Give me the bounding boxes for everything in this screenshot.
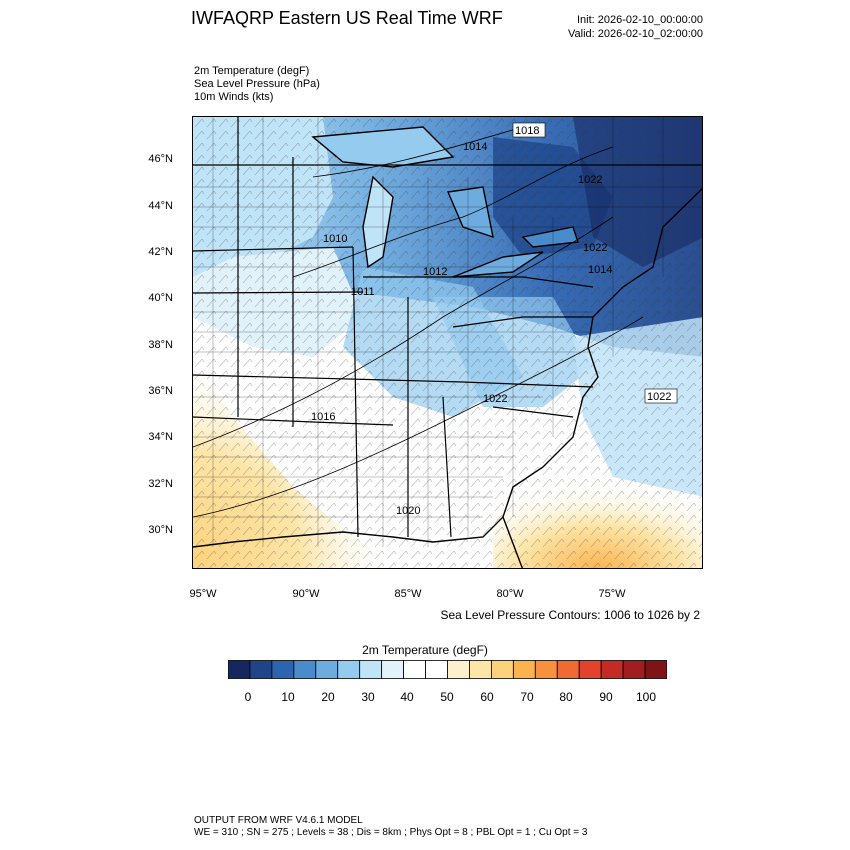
- lake-erie: [452, 251, 544, 278]
- colorbar-label: 100: [635, 690, 657, 704]
- colorbar-swatch: [315, 660, 339, 679]
- colorbar-label: 80: [559, 690, 573, 704]
- lat-label-32n: 32°N: [148, 478, 173, 490]
- colorbar-swatch: [556, 660, 580, 679]
- colorbar-label: 50: [440, 690, 454, 704]
- colorbar-swatch: [293, 660, 317, 679]
- colorbar-label: 40: [400, 690, 414, 704]
- colorbar-swatch: [249, 660, 273, 679]
- colorbar-swatch: [337, 660, 361, 679]
- lon-label-90w: 90°W: [292, 588, 320, 600]
- colorbar-label: 10: [281, 690, 295, 704]
- lat-label-34n: 34°N: [148, 431, 173, 443]
- pressure-label-9: 1022: [483, 393, 507, 405]
- colorbar-swatch: [359, 660, 383, 679]
- map-title: IWFAQRP Eastern US Real Time WRF: [191, 8, 503, 28]
- pressure-label-8: 1011: [351, 286, 375, 298]
- colorbar-swatch: [600, 660, 624, 679]
- colorbar-title: 2m Temperature (degF): [362, 643, 488, 657]
- pressure-label-7: 1014: [588, 264, 612, 276]
- init-valid-times: Init: 2026-02-10_00:00:00 Valid: 2026-02…: [568, 13, 703, 41]
- lake-huron: [446, 186, 494, 239]
- pressure-label-6: 1012: [423, 266, 447, 278]
- init-time: Init: 2026-02-10_00:00:00: [577, 14, 703, 26]
- weather-map: 1018 1014 1022 1010 1022 1012 1014 1011 …: [192, 116, 703, 569]
- lon-label-85w: 85°W: [394, 588, 422, 600]
- lon-label-95w: 95°W: [189, 588, 217, 600]
- colorbar-swatch: [644, 660, 668, 679]
- pressure-label-5: 1022: [583, 242, 607, 254]
- contour-note: Sea Level Pressure Contours: 1006 to 102…: [440, 608, 701, 622]
- colorbar-swatch: [578, 660, 602, 679]
- lat-label-42n: 42°N: [148, 246, 173, 258]
- valid-time: Valid: 2026-02-10_02:00:00: [568, 28, 703, 40]
- pressure-label-3: 1022: [578, 174, 602, 186]
- colorbar-swatches: [227, 660, 668, 679]
- field-list: 2m Temperature (degF) Sea Level Pressure…: [194, 65, 320, 104]
- lat-label-36n: 36°N: [148, 385, 173, 397]
- wind-barbs: [193, 117, 702, 568]
- colorbar-swatch: [512, 660, 536, 679]
- pressure-label-4: 1010: [323, 233, 347, 245]
- county-borders: [193, 117, 702, 547]
- colorbar-swatch: [381, 660, 404, 679]
- colorbar-label: 70: [520, 690, 534, 704]
- colorbar: [227, 660, 668, 684]
- colorbar-label: 30: [361, 690, 375, 704]
- footer-model-line: OUTPUT FROM WRF V4.6.1 MODEL: [194, 815, 363, 826]
- gulf-coastline: [193, 516, 504, 548]
- state-borders: [193, 117, 702, 538]
- pressure-contours: [193, 126, 644, 518]
- colorbar-swatch: [447, 660, 470, 679]
- lat-label-30n: 30°N: [148, 524, 173, 536]
- pressure-labels: 1018 1014 1022 1010 1022 1012 1014 1011 …: [311, 122, 678, 517]
- pressure-label-11: 1016: [311, 411, 335, 423]
- colorbar-swatch: [490, 660, 514, 679]
- colorbar-swatch: [534, 660, 558, 679]
- pressure-label-12: 1020: [396, 505, 420, 517]
- field-pressure: Sea Level Pressure (hPa): [194, 78, 320, 90]
- lat-label-38n: 38°N: [148, 339, 173, 351]
- colorbar-swatch: [403, 660, 426, 679]
- colorbar-label: 90: [599, 690, 613, 704]
- colorbar-swatch: [425, 660, 448, 679]
- model-footer: OUTPUT FROM WRF V4.6.1 MODEL WE = 310 ; …: [194, 815, 587, 839]
- lon-label-75w: 75°W: [598, 588, 626, 600]
- lat-label-40n: 40°N: [148, 292, 173, 304]
- lake-michigan: [362, 175, 394, 269]
- lat-label-46n: 46°N: [148, 153, 173, 165]
- colorbar-label: 60: [480, 690, 494, 704]
- colorbar-label: 20: [321, 690, 335, 704]
- lake-ontario: [521, 226, 579, 248]
- colorbar-swatch: [271, 660, 295, 679]
- weather-map-canvas: 1018 1014 1022 1010 1022 1012 1014 1011 …: [193, 117, 702, 568]
- colorbar-swatch: [622, 660, 646, 679]
- field-temperature: 2m Temperature (degF): [194, 65, 310, 77]
- pressure-label-1: 1018: [515, 125, 539, 137]
- footer-config-line: WE = 310 ; SN = 275 ; Levels = 38 ; Dis …: [194, 827, 588, 838]
- pressure-label-10: 1022: [647, 391, 671, 403]
- lat-label-44n: 44°N: [148, 200, 173, 212]
- colorbar-swatch: [469, 660, 492, 679]
- colorbar-swatch: [227, 660, 251, 679]
- colorbar-label: 0: [244, 690, 252, 704]
- pressure-label-2: 1014: [463, 141, 487, 153]
- lon-label-80w: 80°W: [496, 588, 524, 600]
- field-winds: 10m Winds (kts): [194, 91, 274, 103]
